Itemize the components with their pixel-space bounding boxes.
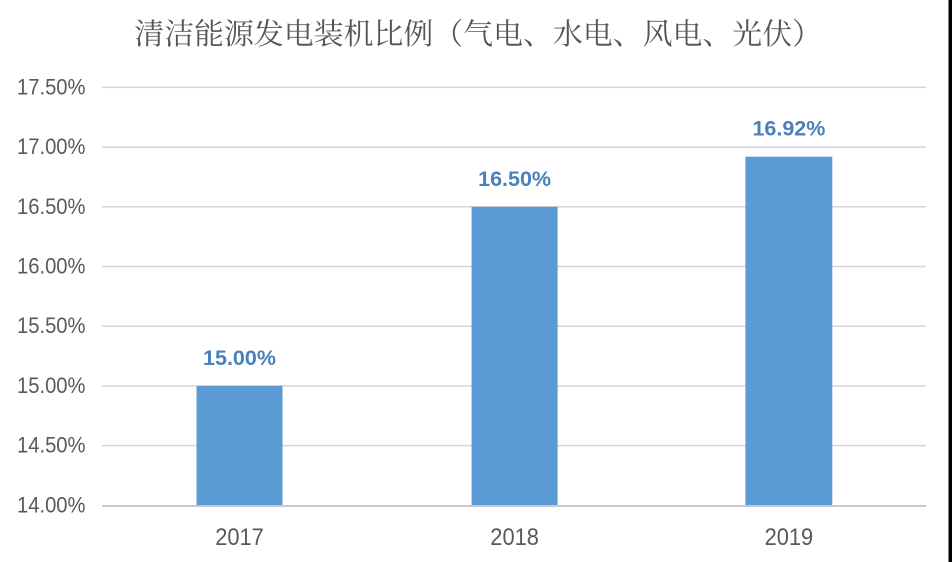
svg-text:16.00%: 16.00%: [17, 254, 86, 279]
svg-text:15.50%: 15.50%: [17, 313, 86, 338]
svg-text:2018: 2018: [490, 524, 539, 551]
svg-text:14.50%: 14.50%: [17, 433, 86, 458]
svg-text:15.00%: 15.00%: [17, 373, 86, 398]
svg-text:16.50%: 16.50%: [478, 167, 551, 191]
svg-text:15.00%: 15.00%: [203, 346, 276, 370]
svg-text:17.00%: 17.00%: [17, 134, 86, 159]
svg-text:2017: 2017: [215, 524, 264, 551]
svg-text:14.00%: 14.00%: [17, 492, 86, 517]
svg-text:17.50%: 17.50%: [17, 74, 86, 99]
svg-text:16.50%: 16.50%: [17, 194, 86, 219]
svg-text:2019: 2019: [765, 524, 814, 551]
svg-text:16.92%: 16.92%: [752, 117, 825, 141]
